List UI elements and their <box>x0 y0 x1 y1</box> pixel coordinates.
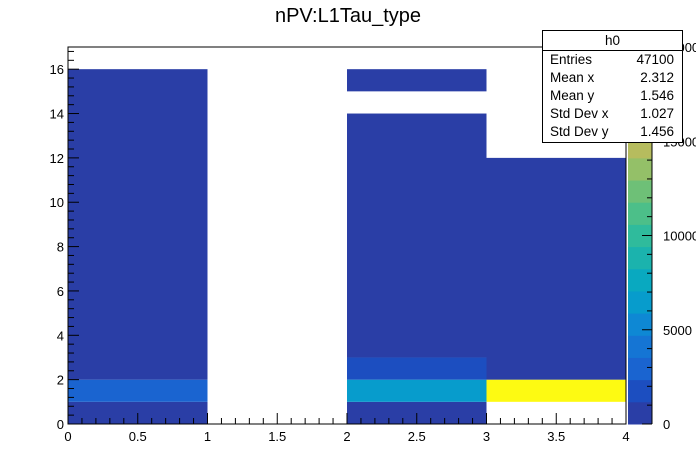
x-tick-label: 2 <box>343 429 350 444</box>
palette-swatch <box>628 401 652 425</box>
y-tick-label: 8 <box>57 240 64 255</box>
stats-title: h0 <box>543 31 682 51</box>
y-tick-label: 12 <box>50 151 64 166</box>
stats-label: Mean x <box>550 70 595 85</box>
palette-swatch <box>628 290 652 314</box>
y-tick-label: 16 <box>50 62 64 77</box>
palette-swatch <box>628 268 652 292</box>
heatmap-cell <box>347 69 487 92</box>
heatmap-cell <box>347 379 487 402</box>
stats-value: 1.546 <box>640 88 674 103</box>
palette-swatch <box>628 180 652 203</box>
palette-swatch <box>628 224 652 248</box>
x-tick-label: 0.5 <box>129 429 147 444</box>
x-tick-label: 2.5 <box>408 429 426 444</box>
y-axis: 0 2 4 6 8 10 12 14 16 <box>50 50 79 432</box>
y-tick-label: 14 <box>50 107 64 122</box>
stats-row-mean-x: Mean x 2.312 <box>543 69 682 87</box>
heatmap-cell <box>68 401 208 424</box>
stats-value: 47100 <box>636 52 674 67</box>
stats-value: 1.027 <box>640 106 674 121</box>
stats-label: Std Dev x <box>550 106 609 121</box>
heatmap-cell <box>486 157 626 380</box>
y-tick-label: 10 <box>50 195 64 210</box>
stats-value: 2.312 <box>640 70 674 85</box>
stats-row-entries: Entries 47100 <box>543 51 682 69</box>
x-tick-label: 0 <box>64 429 71 444</box>
y-tick-label: 6 <box>57 284 64 299</box>
palette-swatch <box>628 335 652 358</box>
heatmap-cell <box>347 113 487 358</box>
y-tick-label: 4 <box>57 328 64 343</box>
chart-title: nPV:L1Tau_type <box>275 5 421 27</box>
x-tick-label: 3 <box>483 429 490 444</box>
palette-swatch <box>628 246 652 270</box>
heatmap-cell <box>68 379 208 402</box>
stats-label: Entries <box>550 52 593 67</box>
palette-swatch <box>628 379 652 403</box>
palette-tick-label: 5000 <box>663 323 692 338</box>
heatmap-cell <box>68 69 208 380</box>
stats-row-std-dev-y: Std Dev y 1.456 <box>543 123 682 141</box>
cells-layer <box>68 69 626 424</box>
palette-swatch <box>628 313 652 336</box>
x-tick-label: 4 <box>622 429 629 444</box>
stats-row-std-dev-x: Std Dev x 1.027 <box>543 105 682 123</box>
stats-row-mean-y: Mean y 1.546 <box>543 87 682 105</box>
y-tick-label: 0 <box>57 417 64 432</box>
x-tick-label: 1.5 <box>268 429 286 444</box>
palette-swatch <box>628 157 652 181</box>
stats-value: 1.456 <box>640 124 674 139</box>
stats-label: Std Dev y <box>550 124 609 139</box>
y-tick-label: 2 <box>57 373 64 388</box>
heatmap-cell <box>347 401 487 424</box>
palette-tick-label: 0 <box>663 417 670 432</box>
palette-swatch <box>628 357 652 381</box>
palette-swatch <box>628 202 652 225</box>
palette-tick-label: 10000 <box>663 229 696 244</box>
x-tick-label: 3.5 <box>547 429 565 444</box>
stats-box: h0 Entries 47100 Mean x 2.312 Mean y 1.5… <box>542 30 683 143</box>
stats-label: Mean y <box>550 88 595 103</box>
x-axis: 0 0.5 1 1.5 2 2.5 3 3.5 4 <box>64 413 630 444</box>
heatmap-cell <box>486 379 626 402</box>
heatmap-cell <box>347 357 487 380</box>
x-tick-label: 1 <box>204 429 211 444</box>
